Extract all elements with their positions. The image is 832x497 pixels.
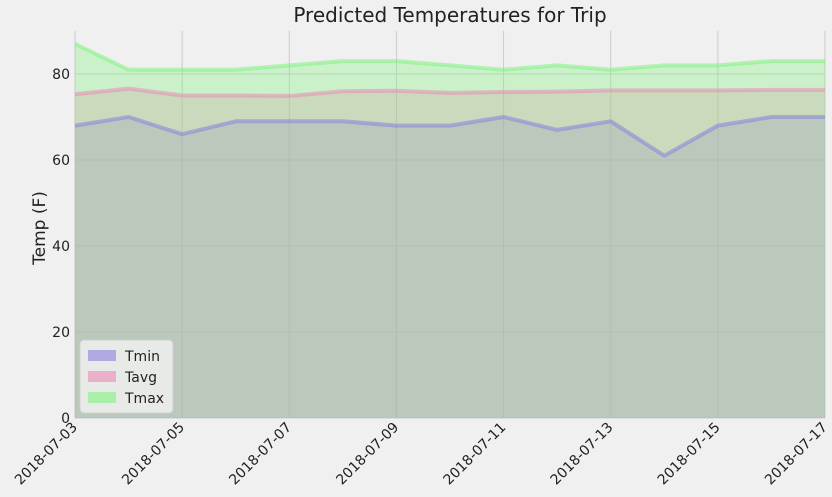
line-tmin — [74, 115, 825, 158]
line-tavg — [74, 86, 825, 98]
legend: Tmin Tavg Tmax — [79, 339, 174, 414]
area-tmax — [75, 43, 825, 419]
legend-swatch-tmin — [88, 350, 116, 361]
line-tmax — [74, 42, 825, 72]
area-series — [75, 43, 825, 419]
y-tick-label: 60 — [52, 153, 70, 169]
chart-title: Predicted Temperatures for Trip — [293, 3, 606, 27]
y-tick-label: 0 — [61, 411, 70, 427]
legend-label-tmin: Tmin — [124, 349, 160, 365]
y-axis-label: Temp (F) — [30, 191, 50, 266]
y-tick-label: 20 — [52, 325, 70, 341]
y-tick-label: 80 — [52, 67, 70, 83]
series-lines — [74, 42, 825, 158]
y-tick-label: 40 — [52, 239, 70, 255]
legend-label-tmax: Tmax — [124, 391, 164, 407]
area-tmin — [75, 117, 825, 418]
area-tavg — [75, 88, 825, 419]
legend-swatch-tavg — [88, 371, 116, 382]
legend-label-tavg: Tavg — [124, 370, 157, 386]
legend-swatch-tmax — [88, 392, 116, 403]
y-axis-ticks: 0 20 40 60 80 — [52, 67, 70, 427]
